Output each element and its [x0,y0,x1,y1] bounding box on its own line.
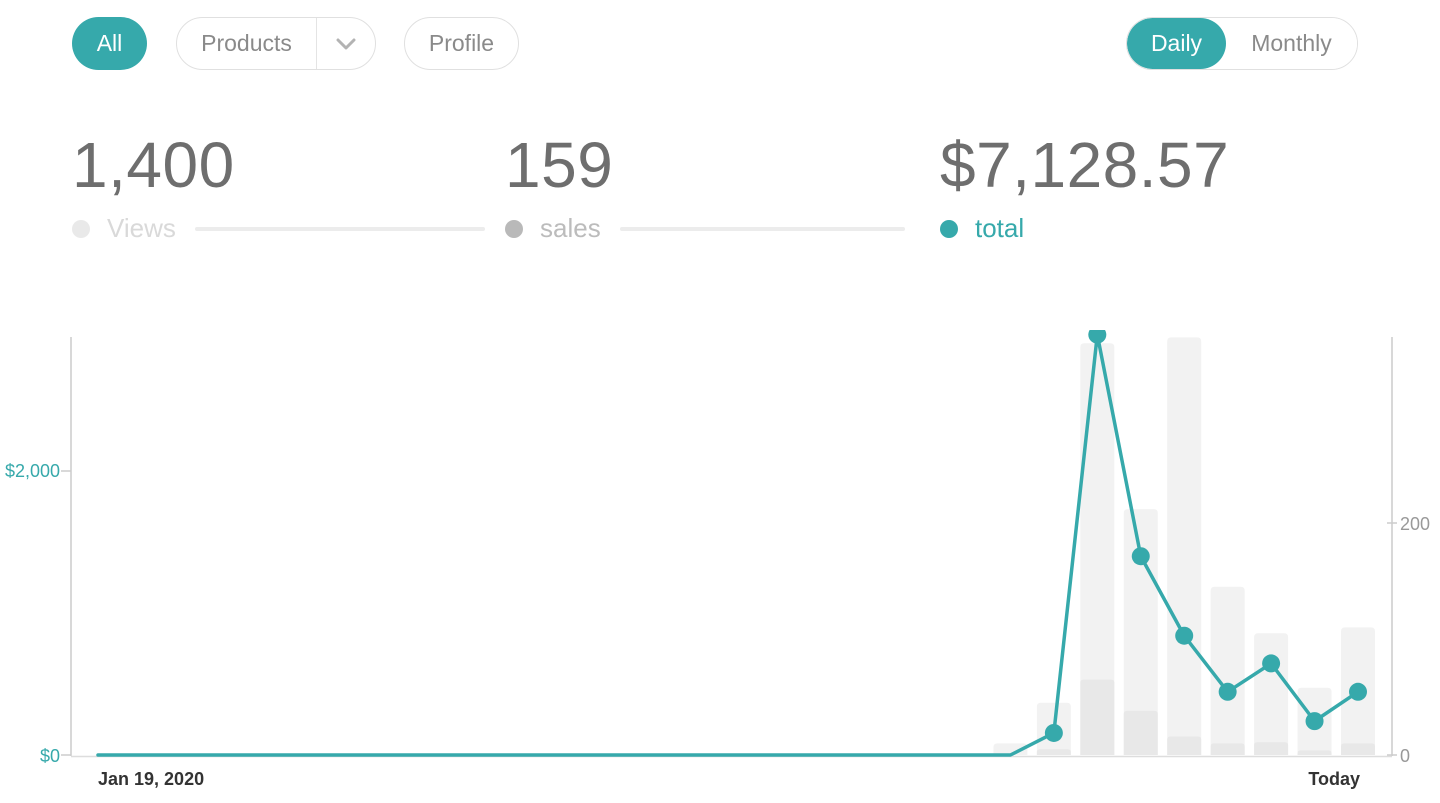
toggle-monthly-button[interactable]: Monthly [1226,18,1357,69]
total-marker-day-22[interactable] [1044,723,1063,742]
sales-label: sales [540,213,601,243]
sales-rule [619,226,905,231]
filter-products-button[interactable]: Products [176,17,376,70]
views-bar-day-23[interactable] [1080,343,1115,755]
right-axis-tick-0: 0 [1400,746,1410,766]
sales-bar-day-25[interactable] [1167,736,1202,755]
filter-all-button[interactable]: All [72,17,147,70]
total-marker-day-24[interactable] [1131,547,1150,566]
views-dot-icon [72,219,90,238]
total-marker-day-23[interactable] [1088,325,1107,344]
chevron-down-icon[interactable] [317,38,375,50]
sales-bar-day-22[interactable] [1036,749,1071,755]
stat-total: $7,128.57 total [940,133,1240,244]
views-legend: Views [72,213,485,244]
sales-bar-day-28[interactable] [1297,750,1332,755]
views-bar-day-27[interactable] [1254,633,1289,755]
products-pill-divider [316,18,317,69]
sales-bar-day-24[interactable] [1123,710,1158,755]
stat-sales: 159 sales [505,133,905,244]
total-marker-day-25[interactable] [1175,626,1194,645]
toggle-monthly-label: Monthly [1251,30,1332,56]
sales-legend: sales [505,213,905,244]
x-axis-start-label: Jan 19, 2020 [98,769,204,789]
left-axis-tick-0: $0 [40,746,60,766]
sales-bar-day-29[interactable] [1341,743,1375,755]
total-legend: total [940,213,1240,244]
total-line [96,332,1360,757]
sales-chart: $2,000 $0 200 0 Jan 19, 2020 Today [0,325,1440,803]
sales-bar-day-27[interactable] [1254,742,1289,755]
sales-dot-icon [505,219,523,238]
total-label: total [975,213,1025,243]
filter-products-label: Products [201,30,292,56]
total-dot-icon [940,219,958,238]
total-value: $7,128.57 [940,129,1230,201]
x-axis-end-label: Today [1308,769,1360,789]
views-value: 1,400 [72,129,235,201]
filter-profile-label: Profile [428,30,495,56]
views-rule [194,226,485,231]
sales-value: 159 [505,129,614,201]
sales-bar-day-26[interactable] [1210,743,1245,755]
views-label: Views [107,213,176,243]
stat-views: 1,400 Views [72,133,485,244]
stats-row: 1,400 Views 159 sales $7,128.57 total [0,133,1440,253]
views-bar-day-26[interactable] [1210,586,1245,755]
left-axis-tick-2000: $2,000 [5,461,60,481]
period-toggle: Daily Monthly [1126,17,1358,70]
total-marker-day-28[interactable] [1305,712,1324,731]
total-marker-day-26[interactable] [1218,682,1237,701]
filter-all-label: All [96,30,123,56]
right-axis-tick-200: 200 [1400,514,1430,534]
total-marker-day-29[interactable] [1349,682,1367,701]
sales-bar-day-23[interactable] [1080,679,1115,755]
views-bar-day-25[interactable] [1167,337,1202,755]
toggle-daily-button[interactable]: Daily [1127,18,1226,69]
total-marker-day-27[interactable] [1262,654,1281,673]
filter-profile-button[interactable]: Profile [404,17,519,70]
filter-toolbar: All Products Profile Daily Monthly [72,17,1358,70]
toggle-daily-label: Daily [1150,30,1203,56]
